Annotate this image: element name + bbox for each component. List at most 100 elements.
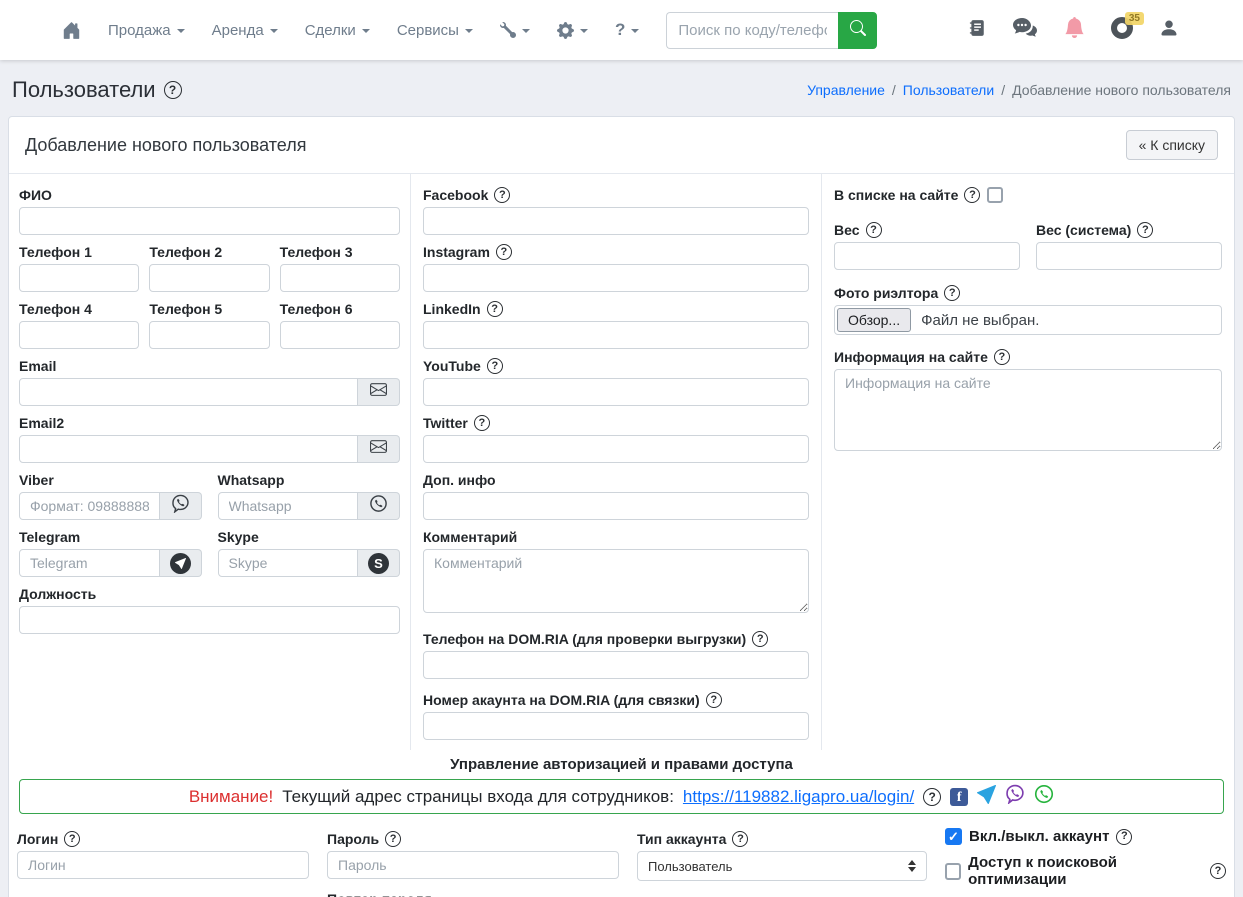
phone4-label: Телефон 4 (19, 301, 92, 317)
breadcrumb-users-link[interactable]: Пользователи (902, 82, 995, 98)
home-button[interactable] (62, 21, 81, 40)
fio-label: ФИО (19, 187, 52, 203)
youtube-input[interactable] (423, 378, 809, 406)
linkedin-input[interactable] (423, 321, 809, 349)
account-enabled-checkbox[interactable] (945, 828, 962, 845)
browse-button[interactable]: Обзор... (837, 308, 912, 332)
search-form (666, 11, 878, 49)
breadcrumb-separator: / (1001, 82, 1006, 98)
domria-account-help-icon[interactable] (705, 692, 722, 708)
facebook-help-icon[interactable] (494, 187, 511, 203)
login-url-link[interactable]: https://119882.ligapro.ua/login/ (682, 786, 915, 806)
login-url-help-icon[interactable] (923, 787, 942, 806)
account-type-select[interactable]: Пользователь (637, 851, 927, 881)
in-list-help-icon[interactable] (964, 187, 981, 203)
file-status-text: Файл не выбран. (921, 311, 1040, 329)
email-label: Email (19, 358, 57, 374)
in-list-checkbox[interactable] (987, 187, 1004, 203)
telegram-icon[interactable] (977, 784, 997, 809)
weight-system-input[interactable] (1036, 242, 1222, 270)
photo-file-input[interactable]: Обзор... Файл не выбран. (834, 305, 1222, 335)
nav-item-deals[interactable]: Сделки (305, 22, 370, 39)
whatsapp-icon[interactable] (1034, 784, 1054, 809)
nav-item-rent[interactable]: Аренда (212, 22, 278, 39)
seo-access-checkbox[interactable] (945, 862, 962, 880)
login-input[interactable] (17, 851, 309, 879)
email-input[interactable] (19, 378, 358, 406)
column-contacts: ФИО Телефон 1 Телефон 2 Телефон 3 (9, 174, 410, 750)
login-help-icon[interactable] (64, 831, 81, 847)
notifications-button[interactable] (1064, 16, 1085, 43)
facebook-icon[interactable] (950, 787, 969, 806)
additional-info-input[interactable] (423, 492, 809, 520)
email-addon[interactable] (358, 378, 400, 406)
page-help-icon[interactable] (163, 81, 182, 99)
viber-icon[interactable] (1005, 784, 1025, 809)
profile-button[interactable] (1159, 18, 1179, 43)
phone2-input[interactable] (149, 264, 270, 292)
phone1-input[interactable] (19, 264, 140, 292)
messages-button[interactable] (1012, 17, 1038, 44)
nav-item-services[interactable]: Сервисы (397, 22, 473, 39)
search-button[interactable] (838, 11, 878, 49)
telegram-input[interactable] (19, 549, 160, 577)
site-info-textarea[interactable] (834, 369, 1222, 451)
photo-label: Фото риэлтора (834, 285, 939, 301)
phone5-label: Телефон 5 (149, 301, 223, 317)
skype-addon[interactable] (358, 549, 400, 577)
form-columns: ФИО Телефон 1 Телефон 2 Телефон 3 (9, 173, 1234, 750)
skype-input[interactable] (217, 549, 358, 577)
linkedin-help-icon[interactable] (486, 301, 503, 317)
search-input[interactable] (666, 11, 839, 49)
weight-input[interactable] (834, 242, 1020, 270)
domria-phone-help-icon[interactable] (752, 631, 769, 647)
facebook-input[interactable] (423, 207, 809, 235)
viber-input[interactable] (19, 492, 160, 520)
account-enabled-help-icon[interactable] (1116, 828, 1133, 845)
nav-item-settings[interactable] (556, 21, 588, 39)
fio-input[interactable] (19, 207, 400, 235)
phone3-input[interactable] (279, 264, 400, 292)
email2-addon[interactable] (358, 435, 400, 463)
breadcrumb-management-link[interactable]: Управление (807, 82, 885, 98)
twitter-help-icon[interactable] (473, 415, 490, 431)
viber-addon[interactable] (159, 492, 202, 520)
whatsapp-input[interactable] (217, 492, 358, 520)
account-type-help-icon[interactable] (732, 831, 749, 847)
phone5-input[interactable] (149, 321, 270, 349)
position-input[interactable] (19, 606, 400, 634)
domria-account-label: Номер акаунта на DOM.RIA (для связки) (423, 692, 700, 708)
domria-phone-input[interactable] (423, 651, 809, 679)
twitter-input[interactable] (423, 435, 809, 463)
nav-item-sales-label: Продажа (108, 21, 171, 39)
viber-icon (171, 494, 190, 518)
site-info-help-icon[interactable] (993, 349, 1010, 365)
email2-input[interactable] (19, 435, 358, 463)
password-input[interactable] (327, 851, 619, 879)
weight-system-help-icon[interactable] (1137, 222, 1154, 238)
chevron-down-icon (579, 29, 588, 33)
domria-account-input[interactable] (423, 712, 809, 740)
youtube-help-icon[interactable] (486, 358, 503, 374)
password-help-icon[interactable] (385, 831, 402, 847)
column-social: Facebook Instagram LinkedIn YouTube Twit… (410, 174, 822, 750)
photo-help-icon[interactable] (944, 285, 961, 301)
phone4-input[interactable] (19, 321, 140, 349)
seo-access-help-icon[interactable] (1210, 863, 1226, 879)
additional-info-label: Доп. инфо (423, 472, 496, 488)
telegram-addon[interactable] (159, 549, 202, 577)
weight-help-icon[interactable] (865, 222, 882, 238)
nav-item-sales[interactable]: Продажа (108, 22, 185, 39)
breadcrumb: Управление / Пользователи / Добавление н… (807, 82, 1231, 98)
comment-textarea[interactable] (423, 549, 809, 613)
phone6-input[interactable] (279, 321, 400, 349)
comment-label: Комментарий (423, 529, 518, 545)
balance-button[interactable]: 35 (1111, 11, 1144, 44)
nav-item-tools[interactable] (500, 22, 530, 38)
back-to-list-button[interactable]: « К списку (1125, 130, 1218, 160)
instagram-help-icon[interactable] (495, 244, 512, 260)
whatsapp-addon[interactable] (358, 492, 400, 520)
journal-button[interactable] (968, 18, 986, 43)
nav-item-help[interactable] (615, 20, 640, 40)
instagram-input[interactable] (423, 264, 809, 292)
